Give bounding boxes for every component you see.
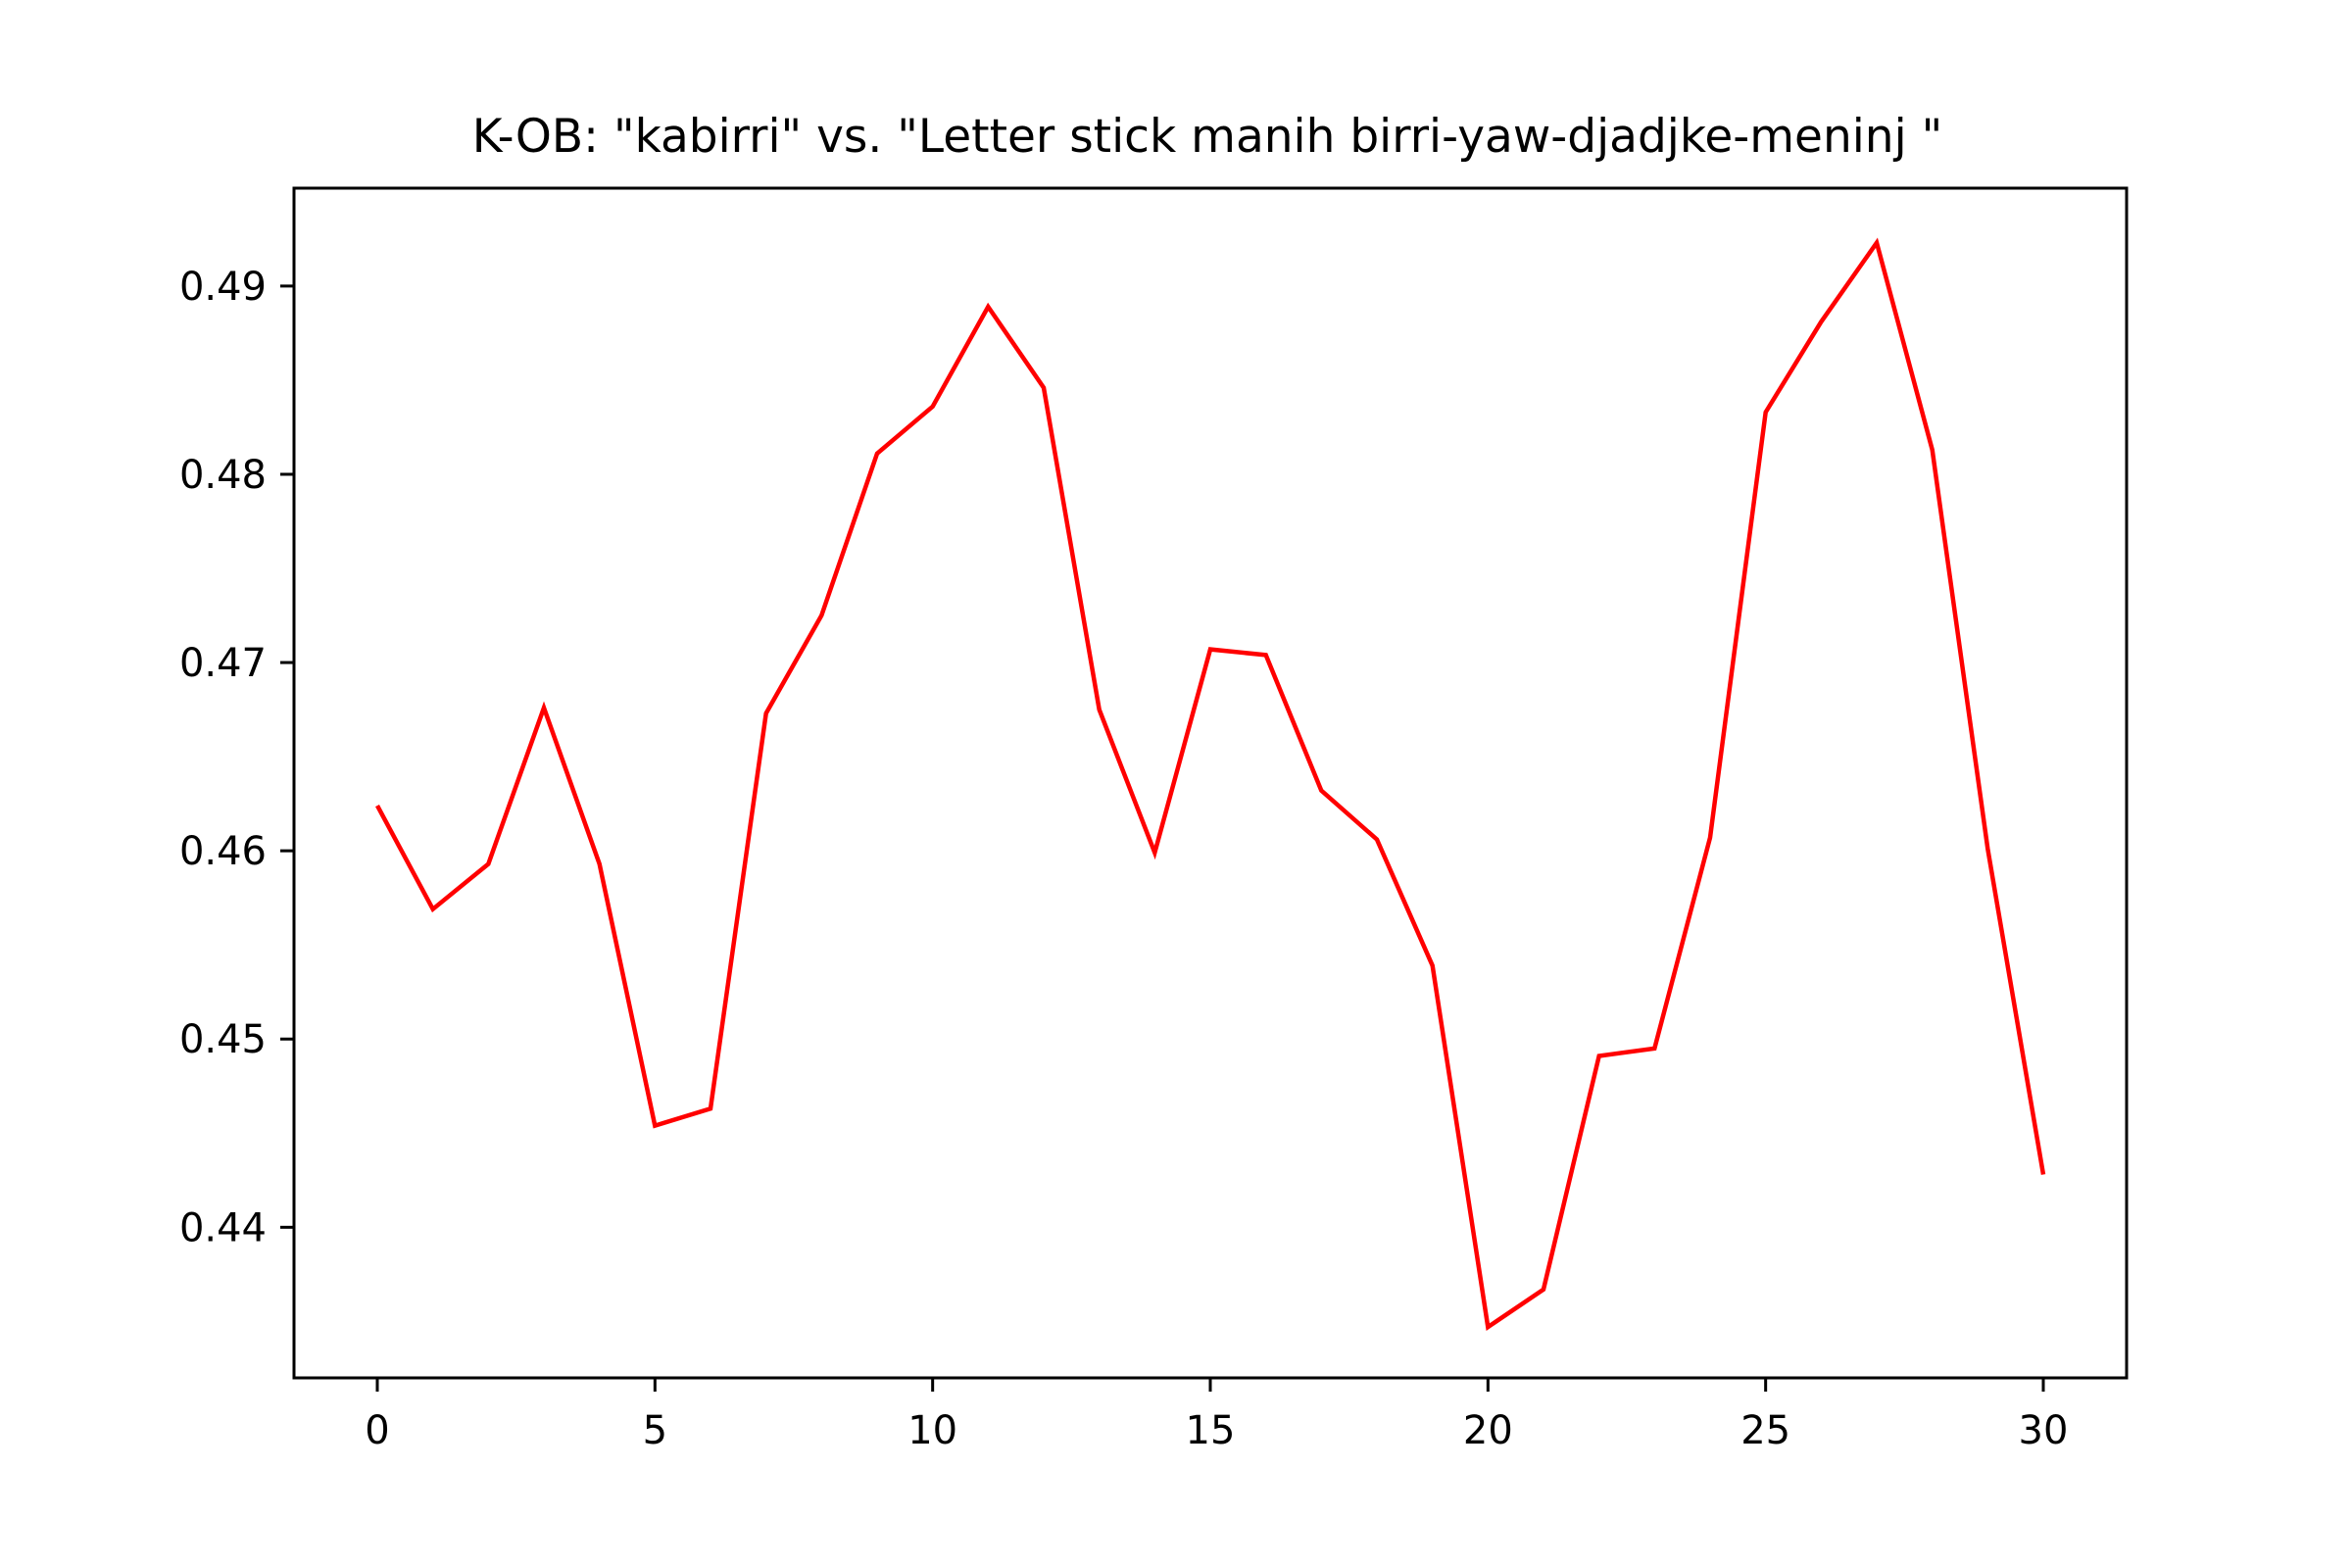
x-tick-label: 10 xyxy=(907,1408,957,1453)
y-tick-label: 0.45 xyxy=(179,1017,267,1062)
chart-title: K-OB: "kabirri" vs. "Letter stick manih … xyxy=(472,110,1942,164)
y-axis: 0.44 0.45 0.46 0.47 0.48 0.49 xyxy=(179,265,294,1250)
x-tick-label: 25 xyxy=(1740,1408,1790,1453)
x-tick-label: 15 xyxy=(1186,1408,1236,1453)
axes-frame xyxy=(292,186,2129,1380)
x-tick-label: 5 xyxy=(643,1408,667,1453)
plot-area xyxy=(375,237,2046,1331)
y-tick-label: 0.44 xyxy=(179,1205,267,1250)
x-tick-label: 20 xyxy=(1463,1408,1513,1453)
x-tick-label: 30 xyxy=(2019,1408,2069,1453)
y-tick-label: 0.47 xyxy=(179,641,267,686)
x-axis: 0 5 10 15 20 25 30 xyxy=(365,1378,2068,1453)
series-line-0 xyxy=(375,237,2046,1331)
y-tick-label: 0.48 xyxy=(179,453,267,498)
y-tick-label: 0.46 xyxy=(179,829,267,874)
x-tick-label: 0 xyxy=(365,1408,389,1453)
y-tick-label: 0.49 xyxy=(179,265,267,310)
